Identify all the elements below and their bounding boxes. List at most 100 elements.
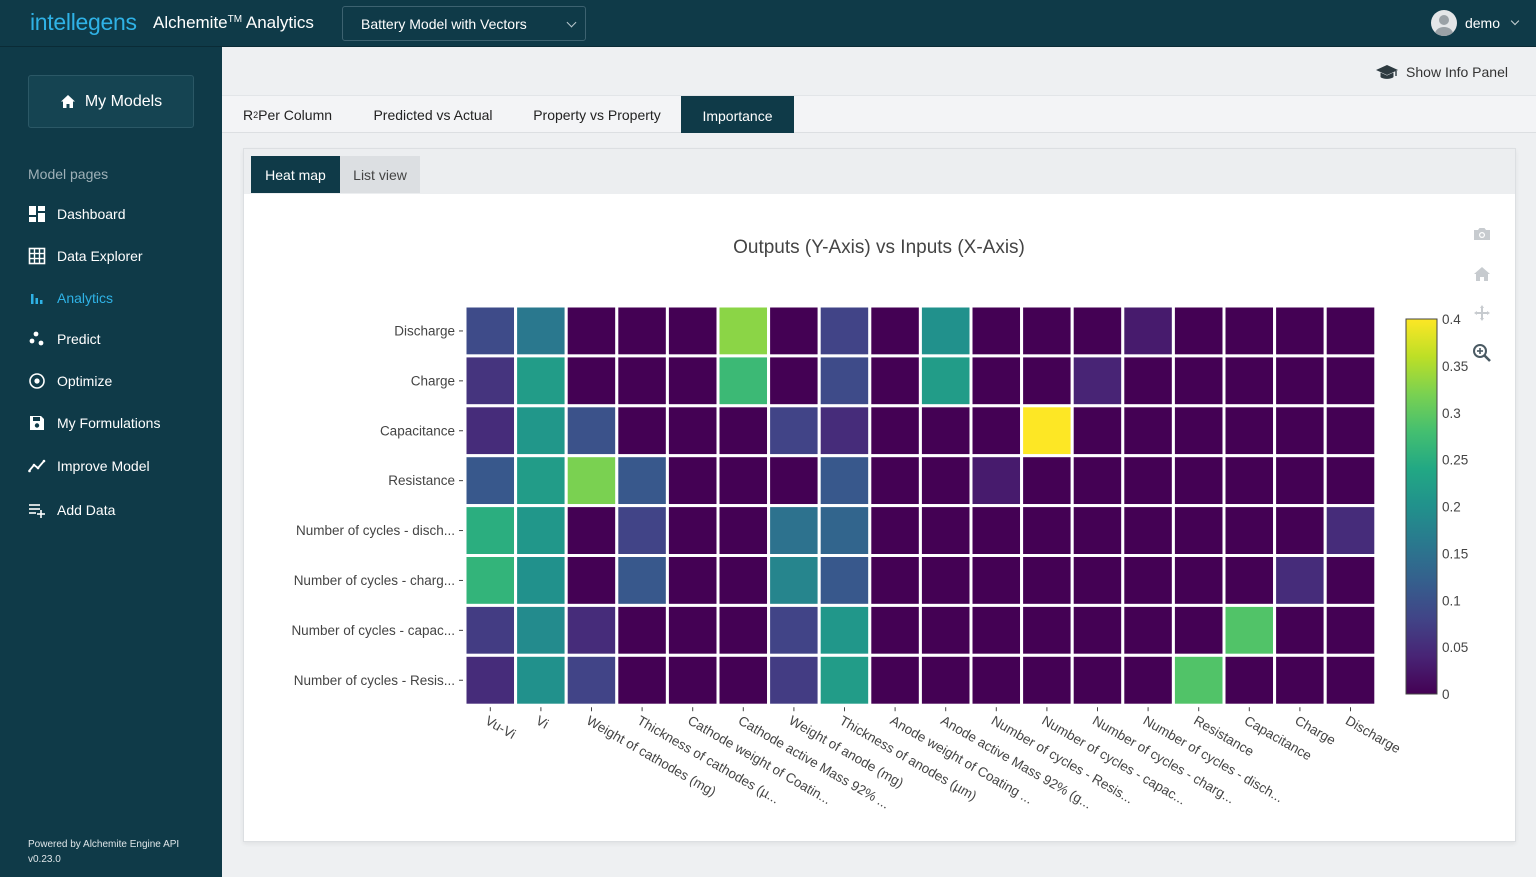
heatmap-cell[interactable] bbox=[665, 653, 720, 707]
heatmap-cell[interactable] bbox=[615, 554, 669, 607]
sidebar-item-add-data[interactable]: Add Data bbox=[28, 499, 115, 521]
heatmap-cell[interactable] bbox=[918, 304, 973, 358]
heatmap-cell[interactable] bbox=[817, 404, 872, 458]
heatmap-cell[interactable] bbox=[564, 603, 619, 657]
importance-heatmap[interactable]: Outputs (Y-Axis) vs Inputs (X-Axis) Disc… bbox=[244, 194, 1515, 842]
heatmap-cell[interactable] bbox=[463, 454, 518, 508]
heatmap-cell[interactable] bbox=[1020, 454, 1074, 508]
heatmap-cell[interactable] bbox=[1273, 554, 1327, 607]
heatmap-cell[interactable] bbox=[767, 653, 821, 707]
heatmap-cell[interactable] bbox=[1020, 653, 1074, 707]
heatmap-cell[interactable] bbox=[1070, 554, 1125, 607]
user-menu[interactable]: demo bbox=[1430, 10, 1520, 36]
heatmap-cell[interactable] bbox=[767, 603, 821, 657]
heatmap-cell[interactable] bbox=[1273, 504, 1327, 558]
tab-importance[interactable]: Importance bbox=[681, 96, 794, 133]
heatmap-cell[interactable] bbox=[665, 354, 720, 408]
heatmap-cell[interactable] bbox=[665, 454, 720, 508]
heatmap-cell[interactable] bbox=[1020, 304, 1074, 358]
heatmap-cell[interactable] bbox=[1222, 504, 1277, 558]
heatmap-cell[interactable] bbox=[665, 554, 720, 607]
heatmap-cell[interactable] bbox=[615, 504, 669, 558]
zoom-icon[interactable] bbox=[1472, 343, 1492, 363]
heatmap-cell[interactable] bbox=[463, 354, 518, 408]
heatmap-cell[interactable] bbox=[1171, 653, 1226, 707]
heatmap-cell[interactable] bbox=[868, 504, 922, 558]
tab-predicted-vs-actual[interactable]: Predicted vs Actual bbox=[373, 106, 493, 123]
heatmap-cell[interactable] bbox=[918, 504, 973, 558]
heatmap-cell[interactable] bbox=[868, 603, 922, 657]
heatmap-cell[interactable] bbox=[969, 603, 1024, 657]
heatmap-cell[interactable] bbox=[918, 404, 973, 458]
heatmap-cell[interactable] bbox=[615, 354, 669, 408]
heatmap-cell[interactable] bbox=[615, 304, 669, 358]
heatmap-cell[interactable] bbox=[817, 354, 872, 408]
sidebar-item-predict[interactable]: Predict bbox=[28, 328, 101, 350]
heatmap-cell[interactable] bbox=[918, 354, 973, 408]
heatmap-cell[interactable] bbox=[817, 454, 872, 508]
heatmap-cell[interactable] bbox=[514, 354, 568, 408]
heatmap-cell[interactable] bbox=[1171, 603, 1226, 657]
heatmap-cell[interactable] bbox=[918, 554, 973, 607]
heatmap-cell[interactable] bbox=[1121, 354, 1175, 408]
heatmap-cell[interactable] bbox=[868, 404, 922, 458]
heatmap-cell[interactable] bbox=[1070, 603, 1125, 657]
heatmap-cell[interactable] bbox=[1070, 304, 1125, 358]
heatmap-cell[interactable] bbox=[817, 603, 872, 657]
heatmap-cell[interactable] bbox=[969, 404, 1024, 458]
pan-icon[interactable] bbox=[1473, 304, 1491, 322]
heatmap-cell[interactable] bbox=[767, 404, 821, 458]
heatmap-cell[interactable] bbox=[767, 354, 821, 408]
heatmap-cell[interactable] bbox=[514, 554, 568, 607]
heatmap-cell[interactable] bbox=[1121, 504, 1175, 558]
heatmap-cell[interactable] bbox=[1273, 653, 1327, 707]
heatmap-cell[interactable] bbox=[767, 554, 821, 607]
heatmap-cell[interactable] bbox=[1121, 454, 1175, 508]
heatmap-cell[interactable] bbox=[716, 504, 771, 558]
heatmap-cell[interactable] bbox=[1323, 653, 1378, 707]
heatmap-cell[interactable] bbox=[1222, 603, 1277, 657]
heatmap-cell[interactable] bbox=[564, 304, 619, 358]
heatmap-cell[interactable] bbox=[514, 603, 568, 657]
heatmap-cell[interactable] bbox=[817, 554, 872, 607]
heatmap-cell[interactable] bbox=[1222, 454, 1277, 508]
heatmap-cell[interactable] bbox=[969, 504, 1024, 558]
heatmap-cell[interactable] bbox=[463, 504, 518, 558]
heatmap-cell[interactable] bbox=[918, 454, 973, 508]
heatmap-cell[interactable] bbox=[868, 304, 922, 358]
heatmap-cell[interactable] bbox=[716, 454, 771, 508]
heatmap-cell[interactable] bbox=[463, 653, 518, 707]
heatmap-cell[interactable] bbox=[918, 653, 973, 707]
heatmap-cell[interactable] bbox=[969, 354, 1024, 408]
heatmap-cell[interactable] bbox=[1020, 354, 1074, 408]
heatmap-cell[interactable] bbox=[767, 304, 821, 358]
heatmap-cell[interactable] bbox=[564, 554, 619, 607]
tab-property-vs-property[interactable]: Property vs Property bbox=[533, 106, 661, 123]
heatmap-cell[interactable] bbox=[1020, 504, 1074, 558]
heatmap-cell[interactable] bbox=[1273, 404, 1327, 458]
heatmap-cell[interactable] bbox=[1121, 603, 1175, 657]
heatmap-cell[interactable] bbox=[1121, 653, 1175, 707]
heatmap-cell[interactable] bbox=[1323, 404, 1378, 458]
heatmap-cell[interactable] bbox=[514, 404, 568, 458]
heatmap-cell[interactable] bbox=[868, 354, 922, 408]
heatmap-cell[interactable] bbox=[817, 504, 872, 558]
camera-icon[interactable] bbox=[1472, 226, 1492, 242]
heatmap-cell[interactable] bbox=[1070, 504, 1125, 558]
heatmap-cell[interactable] bbox=[969, 653, 1024, 707]
heatmap-cell[interactable] bbox=[463, 554, 518, 607]
heatmap-cell[interactable] bbox=[564, 404, 619, 458]
heatmap-cell[interactable] bbox=[716, 404, 771, 458]
heatmap-cell[interactable] bbox=[1121, 304, 1175, 358]
heatmap-cell[interactable] bbox=[615, 653, 669, 707]
heatmap-cell[interactable] bbox=[1222, 653, 1277, 707]
heatmap-cell[interactable] bbox=[868, 454, 922, 508]
heatmap-cell[interactable] bbox=[665, 304, 720, 358]
heatmap-cell[interactable] bbox=[1020, 404, 1074, 458]
heatmap-cell[interactable] bbox=[1171, 454, 1226, 508]
heatmap-cell[interactable] bbox=[716, 304, 771, 358]
heatmap-cell[interactable] bbox=[665, 504, 720, 558]
heatmap-cell[interactable] bbox=[564, 653, 619, 707]
heatmap-cell[interactable] bbox=[1070, 653, 1125, 707]
